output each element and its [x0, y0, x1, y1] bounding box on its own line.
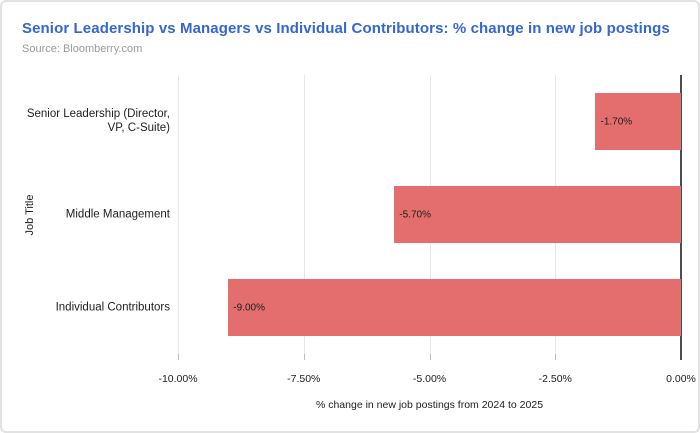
bar-3 — [228, 279, 681, 336]
gridline — [178, 75, 179, 354]
bar-2 — [394, 186, 681, 243]
x-tick-label: -5.00% — [412, 373, 447, 385]
y-axis-title: Job Title — [24, 194, 36, 235]
x-tick-label: 0.00% — [666, 373, 696, 385]
category-label-line: Middle Management — [65, 208, 170, 221]
axis-tick — [303, 354, 305, 360]
bar-value-label: -1.70% — [600, 116, 633, 127]
bar-value-label: -5.70% — [399, 209, 431, 220]
gridline — [303, 75, 305, 354]
category-label-line: VP, C-Suite) — [107, 122, 170, 135]
axis-tick — [555, 354, 557, 360]
bar-1 — [595, 93, 681, 150]
x-axis-title: % change in new job postings from 2024 t… — [315, 399, 544, 411]
category-label-line: Senior Leadership (Director, — [26, 107, 170, 120]
x-tick-label: -2.50% — [538, 373, 572, 385]
source-text: Source: Bloomberry.com — [22, 43, 143, 55]
chart-title: Senior Leadership vs Managers vs Individ… — [22, 20, 670, 37]
category-label-line: Individual Contributors — [55, 301, 170, 314]
category-label: Individual Contributors — [2, 300, 170, 315]
bar-value-label: -9.00% — [233, 302, 265, 313]
x-tick-label: -7.50% — [287, 373, 321, 385]
category-label: Middle Management — [2, 207, 170, 222]
category-label: Senior Leadership (Director, VP, C-Suite) — [2, 107, 170, 137]
axis-tick — [429, 354, 431, 360]
axis-tick — [178, 354, 179, 360]
zero-axis-line — [680, 75, 682, 360]
x-tick-label: -10.00% — [158, 373, 198, 385]
